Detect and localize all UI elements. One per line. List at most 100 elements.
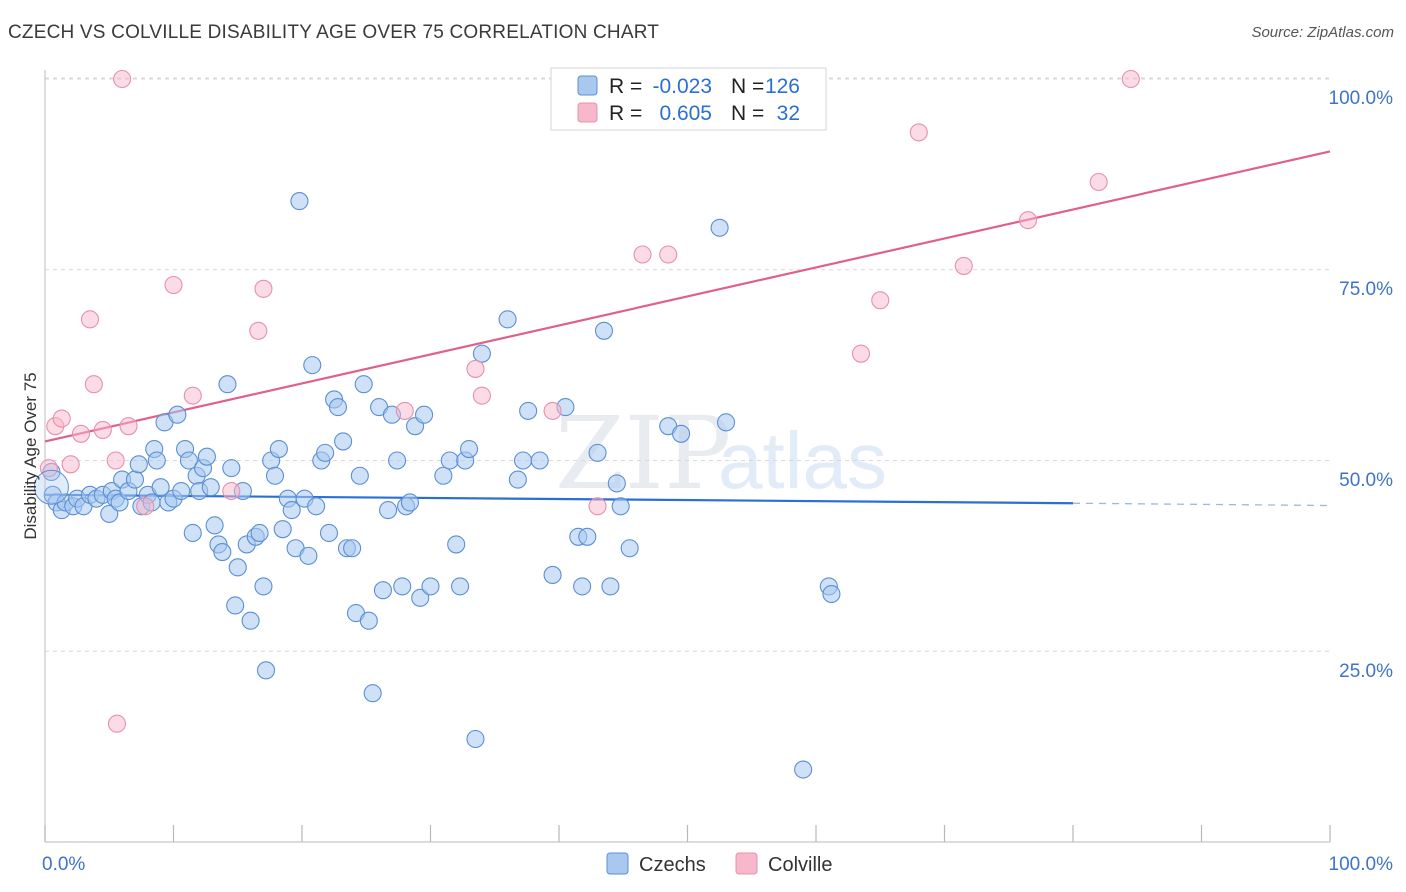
czechs-point [299, 546, 318, 565]
colville-trend-line [44, 150, 1331, 443]
colville-point [909, 123, 928, 142]
colville-point [39, 459, 58, 478]
czechs-point [328, 398, 348, 417]
colville-point [106, 451, 125, 470]
colville-point [249, 321, 268, 340]
legend-swatch-czechs [577, 75, 598, 96]
data-points [33, 69, 1140, 779]
czechs-point [451, 577, 470, 596]
series-legend: Czechs Colville [606, 852, 832, 876]
czechs-point [354, 375, 373, 394]
colville-point [119, 417, 138, 436]
colville-point [871, 291, 890, 310]
trend-lines [44, 150, 1331, 507]
y-tick-label: 75.0% [1339, 279, 1393, 300]
colville-point [113, 69, 132, 89]
czechs-point [334, 432, 353, 451]
czechs-point [129, 455, 148, 474]
czechs-point [543, 565, 562, 585]
czechs-point [601, 577, 620, 596]
colville-point [659, 245, 678, 264]
y-tick-label: 25.0% [1339, 661, 1393, 682]
legend-swatch-colville [577, 102, 598, 123]
czechs-point [363, 684, 382, 703]
czechs-point [273, 520, 292, 539]
czechs-point [218, 375, 237, 394]
czechs-point [498, 310, 517, 329]
czechs-point [519, 401, 538, 420]
correlation-legend: R = -0.023 N = 126 R = 0.605 N = 32 [550, 67, 827, 131]
czechs-point [440, 451, 459, 470]
czechs-cluster-point [33, 469, 69, 505]
czechs-point [472, 344, 491, 363]
legend-r-label: R = [609, 102, 642, 125]
chart-title: CZECH VS COLVILLE DISABILITY AGE OVER 75… [8, 22, 660, 43]
czechs-point [256, 661, 276, 680]
colville-point [588, 497, 607, 516]
colville-point [61, 455, 80, 474]
czechs-point [411, 588, 430, 607]
legend-r-value: 0.605 [659, 102, 712, 125]
czechs-point [415, 405, 434, 424]
czechs-point [269, 440, 288, 459]
czechs-point [822, 584, 841, 604]
series-legend-swatch-czechs [606, 852, 629, 875]
series-legend-czechs: Czechs [639, 854, 706, 876]
colville-point [71, 424, 91, 443]
source-label: Source: ZipAtlas.com [1251, 24, 1394, 41]
czechs-point [172, 481, 191, 501]
czechs-point [254, 577, 273, 596]
czechs-point [400, 493, 419, 512]
colville-point [1018, 211, 1038, 230]
y-tick-label: 50.0% [1339, 470, 1393, 491]
legend-r-value: -0.023 [652, 75, 712, 98]
czechs-point [197, 447, 216, 466]
czechs-point [282, 501, 301, 520]
czechs-point [290, 192, 309, 211]
czechs-point [573, 577, 592, 596]
czechs-point [607, 474, 626, 493]
legend-r-label: R = [609, 75, 642, 98]
czechs-point [222, 459, 241, 478]
czechs-point [265, 466, 285, 485]
czechs-point [716, 413, 736, 432]
czechs-trend-line [44, 493, 1074, 505]
y-axis-label: Disability Age Over 75 [21, 372, 40, 539]
czechs-point [151, 478, 170, 497]
czechs-point [183, 523, 202, 543]
czechs-point [241, 611, 260, 630]
colville-point [136, 497, 155, 516]
czechs-point [319, 523, 339, 543]
czechs-point [100, 504, 119, 523]
czechs-point [447, 535, 466, 554]
czechs-point [434, 466, 453, 485]
czechs-point [226, 596, 245, 615]
colville-point [93, 420, 112, 440]
series-legend-colville: Colville [768, 854, 832, 876]
czechs-point [205, 516, 224, 535]
czechs-point [147, 451, 166, 470]
colville-point [1121, 69, 1140, 89]
watermark-atlas: atlas [718, 416, 887, 505]
colville-point [472, 386, 491, 405]
colville-point [851, 344, 871, 363]
colville-point [1089, 172, 1108, 192]
czechs-point [250, 523, 269, 543]
x-tick-label: 0.0% [42, 854, 85, 875]
czechs-point [228, 558, 247, 577]
czechs-point [611, 497, 630, 516]
legend-n-label: N = [731, 102, 764, 125]
czechs-point [672, 424, 691, 443]
czechs-point [373, 581, 393, 600]
czechs-point [350, 466, 369, 485]
czechs-point [794, 760, 813, 779]
colville-point [84, 375, 103, 394]
czechs-point [710, 218, 729, 237]
colville-point [183, 386, 202, 405]
czechs-point [168, 405, 187, 424]
czechs-point [578, 527, 597, 546]
colville-point [954, 256, 973, 275]
czechs-point [594, 321, 614, 340]
czechs-point [125, 470, 144, 489]
